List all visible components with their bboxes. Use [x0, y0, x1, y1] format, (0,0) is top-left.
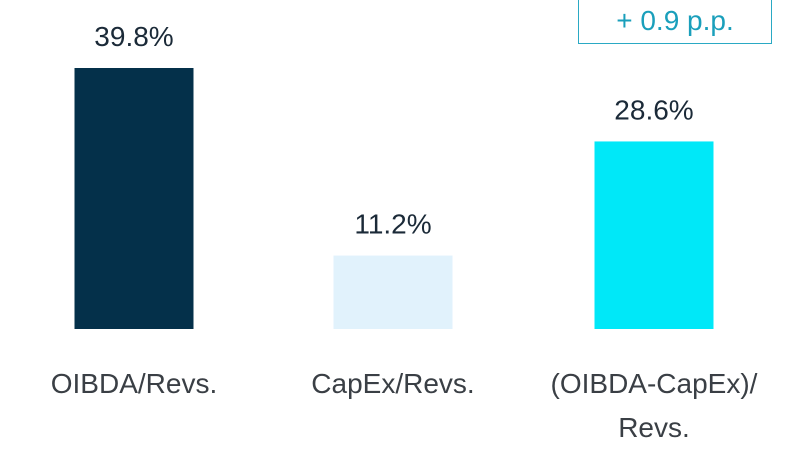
bar	[333, 255, 453, 329]
x-tick-label: OIBDA/Revs.	[50, 368, 218, 399]
bar	[74, 68, 194, 329]
annotation: + 0.9 p.p.	[578, 0, 772, 44]
value-label: 11.2%	[354, 209, 431, 240]
x-tick-label: (OIBDA-CapEx)/ Revs.	[550, 368, 758, 443]
x-tick-label: CapEx/Revs.	[311, 368, 475, 399]
value-label: 39.8%	[94, 21, 173, 52]
value-label: 28.6%	[614, 94, 693, 125]
bar	[594, 141, 714, 329]
